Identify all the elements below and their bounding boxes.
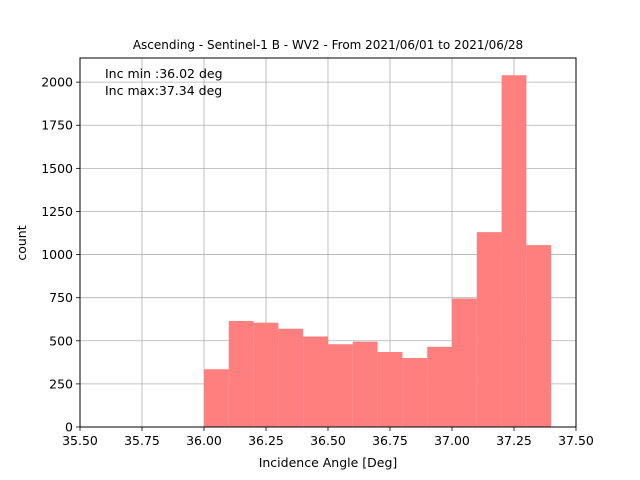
y-tick-label: 1000 (41, 247, 73, 262)
histogram-bar (526, 245, 552, 427)
histogram-bar (253, 322, 279, 427)
x-tick-label: 36.25 (248, 433, 284, 448)
y-tick-label: 250 (49, 376, 73, 391)
y-tick-label: 1750 (41, 118, 73, 133)
x-tick-label: 37.50 (558, 433, 594, 448)
histogram-bar (204, 369, 229, 427)
x-tick-label: 36.50 (310, 433, 346, 448)
histogram-bar (476, 232, 502, 427)
y-tick-label: 500 (49, 333, 73, 348)
x-axis-label: Incidence Angle [Deg] (259, 455, 398, 470)
x-tick-label: 37.00 (434, 433, 470, 448)
y-tick-label: 0 (65, 420, 73, 435)
histogram-bar (427, 346, 452, 427)
histogram-bar (328, 344, 353, 427)
x-tick-label: 36.00 (186, 433, 222, 448)
y-axis-ticks: 0 250 500 750 1000 1250 1500 1750 2000 (41, 75, 80, 435)
y-tick-label: 2000 (41, 75, 73, 90)
y-tick-label: 1500 (41, 161, 73, 176)
inc-min-annotation: Inc min :36.02 deg (105, 66, 223, 81)
histogram-bar (402, 358, 428, 427)
inc-max-annotation: Inc max:37.34 deg (105, 83, 222, 98)
x-tick-label: 36.75 (372, 433, 408, 448)
histogram-bars (204, 75, 552, 428)
histogram-bar (228, 320, 254, 427)
x-axis-ticks: 35.50 35.75 36.00 36.25 36.50 36.75 37.00 37.25… (62, 427, 594, 448)
x-tick-label: 35.75 (124, 433, 160, 448)
y-tick-label: 750 (49, 290, 73, 305)
histogram-bar (377, 351, 403, 427)
histogram-bar (501, 75, 527, 428)
y-axis-label: count (14, 225, 29, 260)
histogram-bar (303, 336, 328, 427)
x-tick-label: 37.25 (496, 433, 532, 448)
chart-title: Ascending - Sentinel-1 B - WV2 - From 20… (133, 38, 523, 52)
histogram-bar (352, 341, 378, 427)
x-tick-label: 35.50 (62, 433, 98, 448)
y-tick-label: 1250 (41, 204, 73, 219)
histogram-bar (452, 298, 477, 427)
histogram-bar (278, 328, 304, 427)
